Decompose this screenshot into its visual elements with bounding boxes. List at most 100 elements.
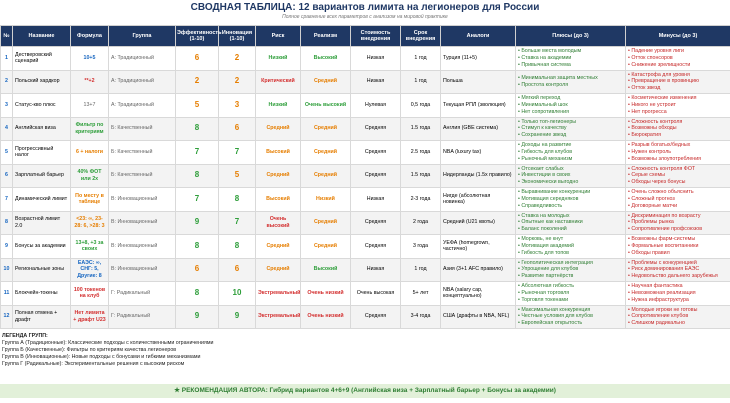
cell: В: Инновационный xyxy=(108,187,176,212)
cell: 10 xyxy=(218,281,256,306)
cell: 5 xyxy=(218,163,256,188)
cell: А: Традиционный xyxy=(108,46,176,71)
cell: 5 xyxy=(175,93,219,118)
cell: **+2 xyxy=(70,69,109,94)
cell: 4 xyxy=(0,116,13,141)
cell: Региональные зоны xyxy=(12,257,71,282)
pro-item: Баланс поколений xyxy=(518,226,623,233)
cell: Низкая xyxy=(350,46,401,71)
cell: Азия (3+1 AFC правило) xyxy=(440,257,516,282)
con-item: Снижение зрелищности xyxy=(628,62,728,69)
con-item: Нужна инфраструктура xyxy=(628,297,728,304)
con-item: Сопротивление клубов xyxy=(628,313,728,320)
cell: 6 xyxy=(218,116,256,141)
cell: 2 года xyxy=(400,210,441,235)
cell: США (драфты в NBA, NFL) xyxy=(440,304,516,329)
cell: 13+8, +3 за своих xyxy=(70,234,109,259)
cell: Нидерланды (1.5x правило) xyxy=(440,163,516,188)
cell: Нет лимита + драфт U23 xyxy=(70,304,109,329)
cell: Очень низкий xyxy=(300,304,351,329)
cell: Средняя xyxy=(350,163,401,188)
cons-cell: Разрыв богатых/бедныхНужен контрольВозмо… xyxy=(625,140,730,165)
pro-item: Больше места молодым xyxy=(518,48,623,55)
pro-item: Максимальная конкуренция xyxy=(518,307,623,314)
column-header: Инновация (1-10) xyxy=(218,25,256,47)
pro-item: Абсолютная гибкость xyxy=(518,283,623,290)
cons-cell: Катастрофа для уровняПревращение в прови… xyxy=(625,69,730,94)
cell: Англия (GBE система) xyxy=(440,116,516,141)
cell: Высокий xyxy=(255,140,301,165)
column-header: № xyxy=(0,25,13,47)
pro-item: Выравнивание конкуренции xyxy=(518,189,623,196)
cell: 8 xyxy=(218,234,256,259)
con-item: Обходы правил xyxy=(628,250,728,257)
cell: 1.5 года xyxy=(400,163,441,188)
pro-item: Честные условия для клубов xyxy=(518,313,623,320)
cell: 8 xyxy=(175,163,219,188)
cell: 6 xyxy=(218,257,256,282)
con-item: Никого не устроит xyxy=(628,102,728,109)
con-item: Отток спонсоров xyxy=(628,55,728,62)
cell: Возрастной лимит 2.0 xyxy=(12,210,71,235)
pro-item: Ставка на академии xyxy=(518,55,623,62)
subtitle: Полное сравнение всех параметров с анали… xyxy=(282,14,448,20)
cell: Динамический лимит xyxy=(12,187,71,212)
pro-item: Гибкость для клубов xyxy=(518,149,623,156)
cell: Средний xyxy=(255,257,301,282)
pro-item: Геополитическая интеграция xyxy=(518,260,623,267)
cell: 7 xyxy=(175,140,219,165)
con-item: Обходы через бонусы xyxy=(628,179,728,186)
con-item: Слишком радикально xyxy=(628,320,728,327)
cell: 6 xyxy=(0,163,13,188)
cell: Дестверовский сценарий xyxy=(12,46,71,71)
pro-item: Минимальный шок xyxy=(518,102,623,109)
title: СВОДНАЯ ТАБЛИЦА: 12 вариантов лимита на … xyxy=(190,2,540,13)
legend-title: ЛЕГЕНДА ГРУПП: xyxy=(2,333,48,339)
pros-cell: Мягкий переходМинимальный шокНет сопроти… xyxy=(515,93,626,118)
cell: Очень низкий xyxy=(300,281,351,306)
con-item: Отток звезд xyxy=(628,85,728,92)
con-item: Молодые игроки не готовы xyxy=(628,307,728,314)
cell: 13+7 xyxy=(70,93,109,118)
cell: Статус-кво плюс xyxy=(12,93,71,118)
cell: Очень высокий xyxy=(255,210,301,235)
cons-cell: Косметические измененияНикого не устроит… xyxy=(625,93,730,118)
con-item: Недовольство дальнего зарубежья xyxy=(628,273,728,280)
pro-item: Гибкость для топов xyxy=(518,250,623,257)
pro-item: Отсекает слабых xyxy=(518,166,623,173)
cell: 2.5 года xyxy=(400,140,441,165)
cell: 10+5 xyxy=(70,46,109,71)
legend-item: Группа В (Инновационные): Новые подходы … xyxy=(2,354,201,360)
cell: 1.5 года xyxy=(400,116,441,141)
cell: Средний xyxy=(300,163,351,188)
pros-cell: Больше места молодымСтавка на академииПр… xyxy=(515,46,626,71)
cell: Средний xyxy=(300,69,351,94)
cell: Высокий xyxy=(300,257,351,282)
cell: 1 год xyxy=(400,46,441,71)
pros-cell: Минимальная защита местныхПростота контр… xyxy=(515,69,626,94)
con-item: Возможны фарм-системы xyxy=(628,236,728,243)
cons-cell: Дискриминация по возрастуПроблемы рынкаС… xyxy=(625,210,730,235)
cell: Низкий xyxy=(255,46,301,71)
cell: Средняя xyxy=(350,210,401,235)
pros-cell: Доходы на развитиеГибкость для клубовРын… xyxy=(515,140,626,165)
pro-item: Европейская открытость xyxy=(518,320,623,327)
pro-item: Стимул к качеству xyxy=(518,125,623,132)
cell: 8 xyxy=(175,234,219,259)
con-item: Превращение в провинцию xyxy=(628,78,728,85)
cell: 12 xyxy=(0,304,13,329)
cell: Средний xyxy=(255,234,301,259)
con-item: Нет прогресса xyxy=(628,109,728,116)
con-item: Научная фантастика xyxy=(628,283,728,290)
cell: Средний xyxy=(300,234,351,259)
cell: Нигде (абсолютная новинка) xyxy=(440,187,516,212)
column-header: Плюсы (до 3) xyxy=(515,25,626,47)
cell: Средний xyxy=(300,116,351,141)
cell: Фильтр по критериям xyxy=(70,116,109,141)
cell: Высокий xyxy=(300,46,351,71)
cell: Текущая РПЛ (эволюция) xyxy=(440,93,516,118)
cell: 2 xyxy=(218,46,256,71)
pro-item: Развитие партнёрств xyxy=(518,273,623,280)
con-item: Падение уровня лиги xyxy=(628,48,728,55)
table-body: 1 Дестверовский сценарий 10+5 А: Традиционн… xyxy=(0,46,730,329)
